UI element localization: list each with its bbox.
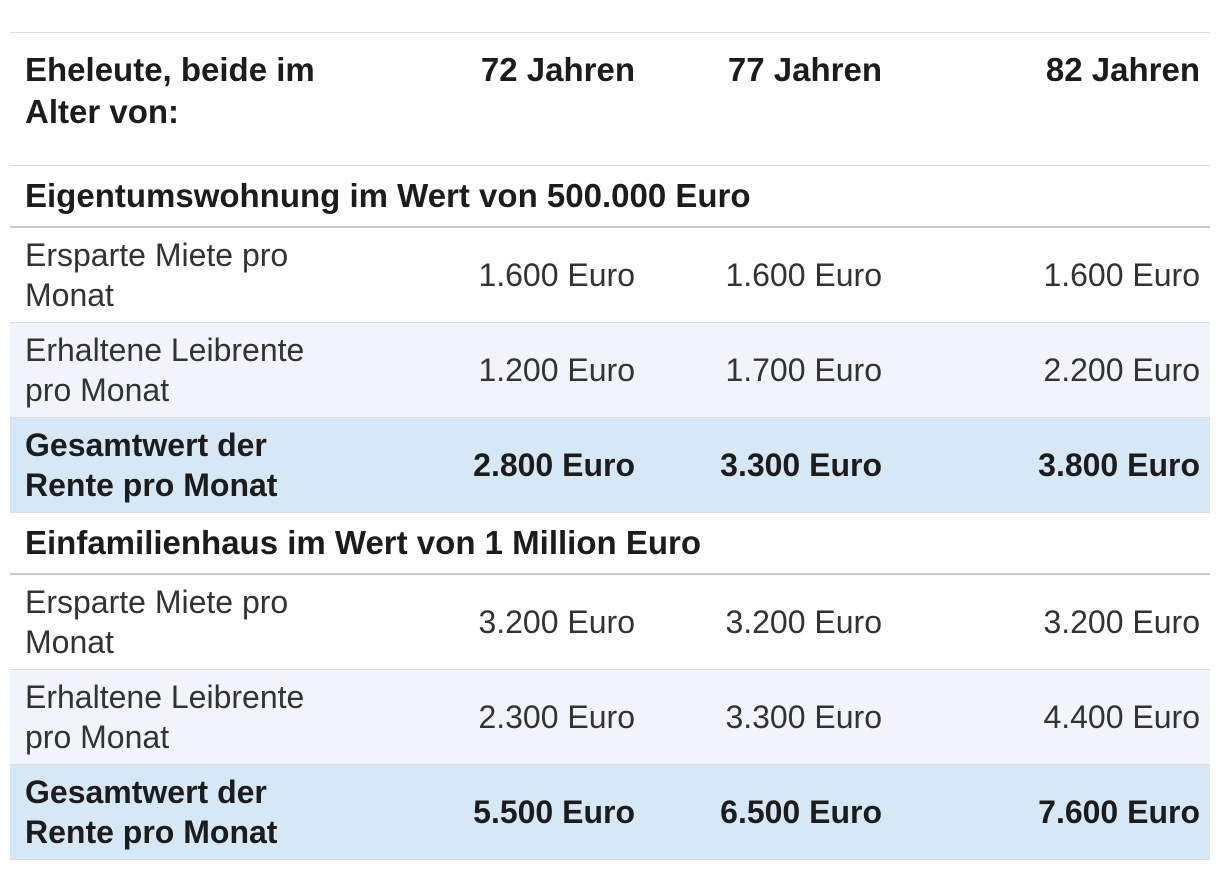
pension-table-body: Eigentumswohnung im Wert von 500.000 Eur… (10, 165, 1210, 860)
row-value: 1.200 Euro (395, 322, 645, 418)
header-age-82: 82 Jahren (892, 32, 1210, 166)
header-row-label-text: Eheleute, beide im Alter von: (25, 51, 315, 130)
section-header-row: Eigentumswohnung im Wert von 500.000 Eur… (10, 165, 1210, 228)
row-value: 3.800 Euro (892, 417, 1210, 513)
row-label-text: Erhaltene Leibrente pro Monat (25, 679, 305, 755)
section-header-row: Einfamilienhaus im Wert von 1 Million Eu… (10, 512, 1210, 575)
row-value: 7.600 Euro (892, 764, 1210, 860)
row-label: Ersparte Miete pro Monat (10, 574, 395, 670)
row-value: 1.600 Euro (395, 227, 645, 323)
row-value: 3.300 Euro (645, 669, 892, 765)
row-value: 2.800 Euro (395, 417, 645, 513)
section-title: Eigentumswohnung im Wert von 500.000 Eur… (10, 165, 1210, 228)
header-age-77: 77 Jahren (645, 32, 892, 166)
row-label-text: Erhaltene Leibrente pro Monat (25, 332, 305, 408)
row-value: 4.400 Euro (892, 669, 1210, 765)
table-header: Eheleute, beide im Alter von: 72 Jahren … (10, 32, 1210, 166)
table-row: Erhaltene Leibrente pro Monat 1.200 Euro 1… (10, 322, 1210, 418)
table-header-row: Eheleute, beide im Alter von: 72 Jahren … (10, 32, 1210, 166)
row-label-text: Gesamtwert der Rente pro Monat (25, 427, 278, 503)
row-label: Erhaltene Leibrente pro Monat (10, 669, 395, 765)
row-value: 3.200 Euro (395, 574, 645, 670)
table-row: Ersparte Miete pro Monat 3.200 Euro 3.200 … (10, 574, 1210, 670)
header-age-72: 72 Jahren (395, 32, 645, 166)
row-label: Ersparte Miete pro Monat (10, 227, 395, 323)
section-title: Einfamilienhaus im Wert von 1 Million Eu… (10, 512, 1210, 575)
header-row-label: Eheleute, beide im Alter von: (10, 32, 395, 166)
pension-table-container: Eheleute, beide im Alter von: 72 Jahren … (10, 32, 1210, 860)
row-label: Gesamtwert der Rente pro Monat (10, 417, 395, 513)
table-row: Ersparte Miete pro Monat 1.600 Euro 1.600 … (10, 227, 1210, 323)
row-value: 1.600 Euro (645, 227, 892, 323)
row-value: 2.300 Euro (395, 669, 645, 765)
row-value: 1.600 Euro (892, 227, 1210, 323)
row-value: 5.500 Euro (395, 764, 645, 860)
row-value: 1.700 Euro (645, 322, 892, 418)
row-label-text: Gesamtwert der Rente pro Monat (25, 774, 278, 850)
row-label: Gesamtwert der Rente pro Monat (10, 764, 395, 860)
pension-comparison-table: Eheleute, beide im Alter von: 72 Jahren … (10, 32, 1210, 860)
row-value: 2.200 Euro (892, 322, 1210, 418)
row-value: 3.200 Euro (892, 574, 1210, 670)
row-value: 3.300 Euro (645, 417, 892, 513)
row-label-text: Ersparte Miete pro Monat (25, 237, 289, 313)
row-label-text: Ersparte Miete pro Monat (25, 584, 289, 660)
total-row: Gesamtwert der Rente pro Monat 2.800 Euro… (10, 417, 1210, 513)
table-row: Erhaltene Leibrente pro Monat 2.300 Euro 3… (10, 669, 1210, 765)
total-row: Gesamtwert der Rente pro Monat 5.500 Euro… (10, 764, 1210, 860)
row-value: 3.200 Euro (645, 574, 892, 670)
row-label: Erhaltene Leibrente pro Monat (10, 322, 395, 418)
row-value: 6.500 Euro (645, 764, 892, 860)
